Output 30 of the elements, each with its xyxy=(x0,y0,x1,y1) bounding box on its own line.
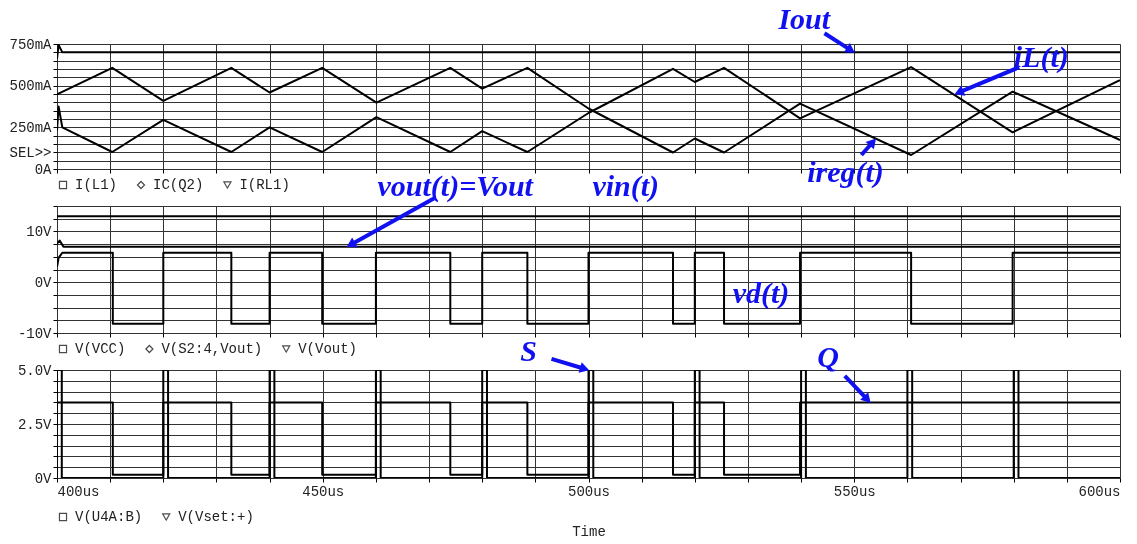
y-tick-label: 750mA xyxy=(9,36,53,53)
x-tick-label: 600us xyxy=(1078,483,1121,500)
x-axis-title: Time xyxy=(572,523,606,540)
y-tick-label: 5.0V xyxy=(17,362,53,379)
y-tick-label: -10V xyxy=(17,325,53,342)
y-tick-label: 0A xyxy=(34,161,53,178)
annotation: vout(t)=Vout xyxy=(377,168,535,203)
legend-label: IC(Q2) xyxy=(153,177,204,193)
legend-label: V(S2:4,Vout) xyxy=(161,341,263,357)
annotation: Iout xyxy=(777,2,832,36)
legend-label: V(Vset:+) xyxy=(178,509,254,525)
x-tick-label: 450us xyxy=(302,483,345,500)
y-tick-label: 10V xyxy=(26,223,53,240)
x-tick-label: 500us xyxy=(567,483,611,500)
annotation: vin(t) xyxy=(592,169,660,204)
legend-label: I(L1) xyxy=(75,177,118,193)
legend-label: V(VCC) xyxy=(75,341,126,357)
x-tick-label: 550us xyxy=(833,483,876,500)
y-tick-label: 500mA xyxy=(9,78,53,95)
annotation: S xyxy=(520,334,537,367)
y-tick-label: SEL>> xyxy=(9,144,52,161)
legend-label: V(Vout) xyxy=(298,341,358,357)
x-tick-label: 400us xyxy=(57,483,100,500)
y-tick-label: 250mA xyxy=(9,119,53,136)
annotation: Q xyxy=(817,340,840,374)
y-tick-label: 0V xyxy=(34,274,53,291)
y-tick-label: 0V xyxy=(34,470,53,487)
legend-label: V(U4A:B) xyxy=(75,509,143,525)
y-tick-label: 2.5V xyxy=(17,416,53,433)
legend-label: I(RL1) xyxy=(239,177,290,193)
